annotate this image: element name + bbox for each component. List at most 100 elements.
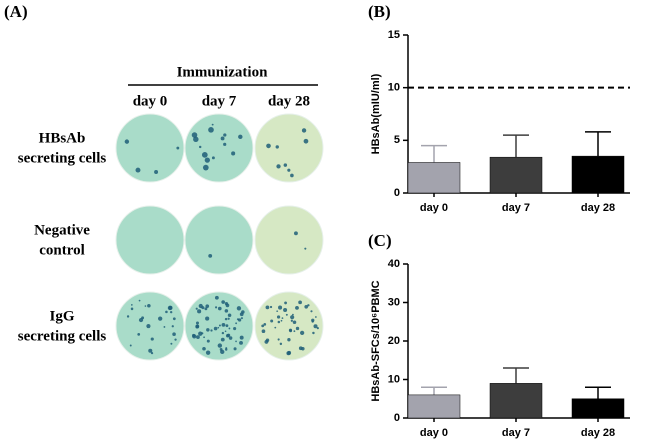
spot: [290, 319, 293, 322]
spot: [270, 319, 274, 323]
spot: [148, 348, 153, 353]
spot: [218, 324, 221, 327]
y-tick-label: 10: [388, 373, 400, 385]
row-label: secreting cells: [18, 328, 107, 344]
spot: [310, 310, 313, 313]
spot: [223, 142, 227, 146]
spot: [205, 304, 210, 308]
spot: [286, 351, 291, 356]
spot: [206, 339, 210, 343]
spot: [129, 344, 132, 347]
spot: [163, 326, 166, 328]
spot: [304, 304, 309, 309]
spot: [204, 157, 210, 163]
spot: [211, 123, 214, 126]
x-tick-label: day 28: [581, 202, 615, 214]
spot: [290, 173, 294, 178]
spot: [314, 316, 317, 318]
column-label: day 7: [202, 93, 237, 109]
spot: [276, 315, 281, 319]
spot: [220, 349, 225, 355]
spot: [225, 348, 228, 351]
spot: [239, 312, 244, 317]
spot: [292, 320, 297, 325]
spot: [237, 318, 242, 322]
spot: [295, 305, 299, 310]
panel-label: (B): [368, 2, 391, 21]
spot: [214, 295, 219, 300]
spot: [240, 317, 243, 320]
bar: [489, 156, 543, 194]
spot: [290, 315, 295, 320]
spot: [135, 167, 141, 173]
panel-label: (C): [368, 231, 392, 250]
x-tick-label: day 7: [502, 427, 530, 439]
y-tick-label: 30: [388, 296, 400, 308]
spot: [227, 313, 232, 318]
well: [115, 113, 185, 183]
spot: [227, 317, 230, 320]
spot: [197, 309, 202, 314]
spot: [293, 330, 296, 333]
y-tick-label: 0: [394, 187, 400, 199]
spot: [202, 346, 206, 351]
bar: [489, 383, 543, 419]
spot: [211, 156, 215, 160]
bar: [571, 155, 625, 194]
spot: [307, 304, 310, 307]
spot: [170, 342, 173, 345]
spot: [284, 301, 287, 305]
spot: [278, 305, 283, 310]
row-label: secreting cells: [18, 150, 107, 166]
spot: [169, 310, 173, 314]
spot: [313, 324, 318, 329]
spot: [195, 307, 198, 310]
spot: [261, 329, 266, 334]
well: [184, 205, 254, 275]
spot: [295, 326, 300, 331]
y-tick-label: 20: [388, 335, 400, 347]
spot: [217, 343, 223, 348]
spot: [236, 306, 242, 311]
spot: [304, 247, 307, 250]
spot: [146, 324, 151, 329]
spot: [167, 305, 173, 311]
column-label: day 0: [133, 93, 168, 109]
spot: [275, 145, 279, 149]
spot: [192, 333, 196, 338]
bar: [407, 162, 461, 194]
well: [254, 113, 324, 183]
spot: [144, 305, 147, 307]
well: [115, 205, 185, 275]
spot: [138, 299, 141, 302]
spot: [233, 347, 237, 351]
panel-label: (A): [4, 2, 28, 21]
spot: [287, 168, 291, 172]
spot: [301, 128, 307, 133]
spot: [126, 315, 130, 318]
y-tick-label: 5: [394, 134, 400, 146]
spot: [195, 324, 199, 329]
spot: [301, 347, 305, 351]
spot: [277, 320, 281, 324]
spot: [292, 313, 294, 316]
spot: [220, 337, 225, 342]
spot: [228, 327, 231, 330]
x-tick-label: day 28: [581, 427, 615, 439]
spot: [201, 332, 204, 335]
spot: [280, 319, 283, 322]
spot: [202, 164, 209, 171]
spot: [269, 305, 273, 309]
spot: [283, 307, 288, 312]
spot: [201, 151, 208, 158]
spot: [287, 338, 291, 342]
spot: [150, 352, 154, 355]
spot: [172, 317, 176, 321]
spot: [276, 164, 281, 169]
spot: [158, 316, 163, 321]
spot: [231, 151, 236, 156]
column-label: day 28: [268, 93, 310, 109]
spot: [208, 127, 214, 133]
spot: [312, 331, 315, 335]
